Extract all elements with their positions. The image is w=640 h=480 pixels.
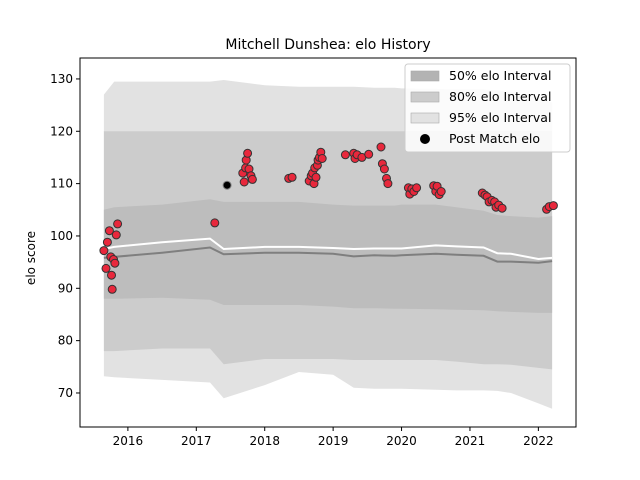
post-match-elo-point	[210, 218, 220, 228]
legend-label: 50% elo Interval	[449, 68, 551, 83]
post-match-elo-point	[222, 180, 232, 190]
axes-frame	[79, 57, 577, 428]
post-match-elo-point	[243, 148, 253, 158]
post-match-elo-point	[436, 187, 446, 196]
post-match-elo-point	[317, 154, 327, 163]
post-match-elo-point	[497, 203, 507, 213]
x-tick-label: 2017	[181, 434, 212, 448]
legend-marker	[420, 134, 430, 144]
x-tick-label: 2020	[386, 434, 417, 448]
post-match-elo-point	[107, 284, 117, 294]
post-match-elo-point	[247, 174, 257, 184]
legend-label: 95% elo Interval	[449, 110, 551, 125]
y-tick-label: 70	[58, 386, 73, 400]
legend: 50% elo Interval 80% elo Interval 95% elo …	[404, 63, 571, 153]
post-match-elo-point	[340, 150, 350, 160]
post-match-elo-point	[412, 183, 422, 193]
legend-label: 80% elo Interval	[449, 89, 551, 104]
post-match-elo-point	[383, 179, 393, 189]
post-match-elo-point	[110, 258, 120, 268]
post-match-elo-point	[107, 270, 116, 280]
y-tick-label: 100	[50, 229, 73, 243]
post-match-elo-point	[364, 149, 374, 159]
post-match-elo-point	[104, 226, 114, 236]
legend-swatch	[410, 70, 440, 82]
post-match-elo-point	[111, 230, 121, 240]
post-match-elo-point	[376, 142, 386, 152]
plot-area	[99, 80, 558, 409]
legend-box	[404, 63, 571, 153]
legend-swatch	[410, 91, 440, 103]
x-tick-label: 2022	[523, 434, 554, 448]
y-tick-label: 130	[50, 72, 73, 86]
x-tick-label: 2018	[249, 434, 280, 448]
y-tick-label: 90	[58, 281, 73, 295]
y-tick-label: 110	[50, 177, 73, 191]
post-match-elo-point	[102, 237, 112, 247]
x-tick-label: 2021	[455, 434, 486, 448]
post-match-elo-point	[239, 177, 249, 187]
legend-swatch	[410, 112, 440, 124]
y-tick-label: 120	[50, 124, 73, 138]
legend-label: Post Match elo	[449, 131, 540, 146]
post-match-elo-point	[379, 164, 389, 174]
post-match-elo-point	[287, 172, 297, 182]
post-match-elo-point	[113, 219, 123, 229]
post-match-elo-point	[99, 246, 109, 256]
x-tick-label: 2016	[113, 434, 144, 448]
mean-line	[103, 237, 553, 261]
median-line	[103, 246, 553, 264]
x-tick-label: 2019	[318, 434, 349, 448]
post-match-elo-point	[101, 263, 111, 273]
y-axis-label: elo score	[24, 231, 38, 285]
band-50-interval	[103, 199, 553, 313]
y-tick-label: 80	[58, 334, 73, 348]
post-match-elo-point	[548, 201, 558, 211]
post-match-elo-point	[311, 172, 321, 182]
chart-title: Mitchell Dunshea: elo History	[225, 37, 430, 53]
axes: 2016 2017 2018 2019 2020 2021 2022 70 80 90 100 110…	[50, 57, 577, 448]
